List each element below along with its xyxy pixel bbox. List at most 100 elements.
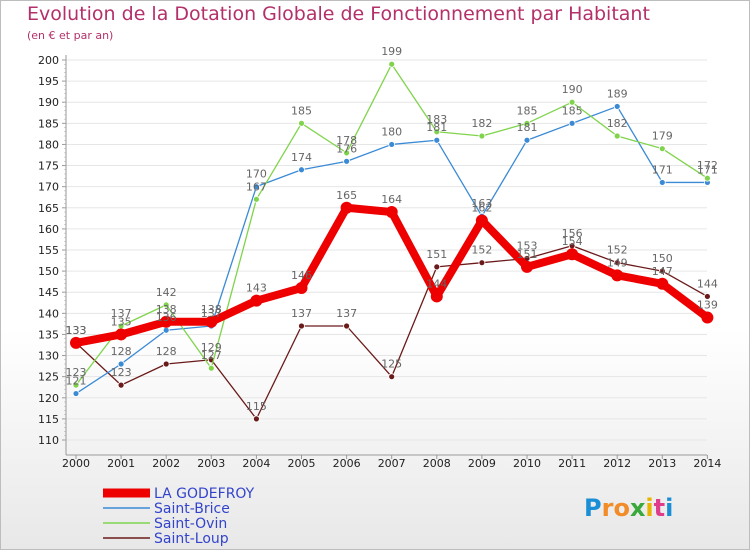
legend-label: Saint-Loup — [154, 531, 229, 547]
data-point-saint-ovin — [343, 149, 351, 157]
data-point-saint-ovin — [478, 132, 486, 140]
data-point-saint-loup — [388, 373, 396, 381]
data-label-saint-ovin: 182 — [607, 117, 628, 130]
y-tick-label: 145 — [38, 286, 59, 299]
y-tick-label: 120 — [38, 392, 59, 405]
x-tick-label: 2001 — [107, 457, 135, 470]
data-label-saint-loup: 128 — [156, 345, 177, 358]
data-point-saint-brice — [117, 360, 125, 368]
x-tick-label: 2009 — [468, 457, 496, 470]
data-label-saint-brice: 121 — [66, 375, 87, 388]
data-label-la-godefroy: 149 — [607, 256, 628, 269]
x-tick-label: 2008 — [423, 457, 451, 470]
legend-label: LA GODEFROY — [154, 486, 255, 502]
x-tick-label: 2000 — [62, 457, 90, 470]
data-point-la-godefroy — [475, 214, 488, 227]
data-point-la-godefroy — [205, 315, 218, 328]
data-point-saint-loup — [478, 259, 486, 267]
brand-letter: i — [665, 494, 673, 522]
data-point-saint-ovin — [658, 145, 666, 153]
data-point-saint-brice — [298, 166, 305, 174]
data-label-saint-loup: 125 — [381, 358, 402, 371]
y-tick-label: 115 — [38, 413, 59, 426]
data-label-saint-brice: 171 — [652, 163, 673, 176]
data-point-saint-loup — [117, 381, 125, 389]
data-point-saint-ovin — [298, 119, 305, 127]
series-group — [70, 60, 714, 423]
data-label-saint-ovin: 142 — [156, 286, 177, 299]
data-point-la-godefroy — [701, 311, 714, 324]
data-label-saint-brice: 181 — [426, 121, 447, 134]
data-label-la-godefroy: 139 — [697, 299, 718, 312]
x-tick-label: 2007 — [378, 457, 406, 470]
data-label-saint-loup: 151 — [426, 248, 447, 261]
chart-subtitle: (en € et par an) — [27, 29, 114, 42]
data-point-saint-brice — [613, 103, 621, 110]
y-tick-label: 160 — [38, 223, 59, 236]
data-label-saint-loup: 129 — [201, 341, 222, 354]
y-tick-label: 180 — [38, 138, 59, 151]
y-tick-label: 175 — [38, 160, 59, 173]
data-label-la-godefroy: 164 — [381, 193, 402, 206]
brand-letter: i — [645, 494, 653, 522]
data-point-saint-ovin — [523, 119, 531, 127]
axes: 1101151201251301351401451501551601651701… — [38, 54, 721, 470]
data-label-saint-ovin: 123 — [66, 366, 87, 379]
data-label-saint-brice: 128 — [111, 345, 132, 358]
brand-letter: P — [584, 494, 602, 522]
x-tick-label: 2005 — [288, 457, 316, 470]
data-label-la-godefroy: 146 — [291, 269, 312, 282]
x-tick-label: 2012 — [603, 457, 631, 470]
data-point-saint-ovin — [207, 364, 215, 372]
data-point-la-godefroy — [340, 201, 353, 214]
series-line-saint-ovin — [75, 63, 709, 386]
data-label-saint-brice: 185 — [562, 104, 583, 117]
data-point-saint-ovin — [252, 195, 260, 203]
data-point-la-godefroy — [160, 315, 173, 328]
data-label-saint-brice: 189 — [607, 87, 628, 100]
y-tick-label: 135 — [38, 328, 59, 341]
chart-title: Evolution de la Dotation Globale de Fonc… — [27, 3, 650, 25]
data-label-saint-ovin: 172 — [697, 159, 718, 172]
data-point-saint-brice — [252, 183, 260, 191]
data-label-saint-ovin: 182 — [471, 117, 492, 130]
data-label-saint-brice: 180 — [381, 125, 402, 138]
data-label-la-godefroy: 133 — [66, 324, 87, 337]
x-tick-label: 2003 — [197, 457, 225, 470]
y-tick-label: 200 — [38, 54, 59, 67]
x-tick-label: 2011 — [558, 457, 586, 470]
y-tick-label: 110 — [38, 434, 59, 447]
data-point-saint-ovin — [704, 174, 711, 182]
data-label-la-godefroy: 151 — [517, 248, 538, 261]
brand-text: Proxiti — [584, 494, 673, 522]
data-point-la-godefroy — [115, 328, 128, 341]
x-tick-label: 2004 — [242, 457, 270, 470]
data-label-la-godefroy: 138 — [156, 303, 177, 316]
data-label-la-godefroy: 135 — [111, 315, 132, 328]
y-tick-label: 170 — [38, 181, 59, 194]
data-label-saint-ovin: 167 — [246, 180, 267, 193]
y-tick-label: 165 — [38, 202, 59, 215]
x-tick-label: 2013 — [648, 457, 676, 470]
data-point-saint-loup — [658, 267, 666, 275]
data-point-saint-ovin — [388, 60, 396, 68]
data-point-saint-loup — [343, 322, 351, 330]
data-label-la-godefroy: 165 — [336, 189, 357, 202]
data-label-saint-loup: 115 — [246, 400, 267, 413]
data-label-saint-loup: 153 — [517, 239, 538, 252]
data-label-saint-loup: 144 — [697, 277, 718, 290]
data-label-la-godefroy: 147 — [652, 265, 673, 278]
data-point-saint-loup — [433, 263, 441, 271]
data-label-saint-loup: 133 — [66, 324, 87, 337]
data-point-la-godefroy — [611, 269, 624, 282]
y-tick-label: 195 — [38, 75, 59, 88]
data-label-saint-ovin: 179 — [652, 130, 673, 143]
data-point-saint-brice — [72, 390, 80, 397]
data-point-la-godefroy — [70, 336, 82, 349]
data-label-saint-ovin: 178 — [336, 134, 357, 147]
y-tick-label: 155 — [38, 244, 59, 257]
data-label-la-godefroy: 162 — [471, 201, 492, 214]
brand-logo: Proxiti — [584, 494, 673, 522]
data-point-la-godefroy — [521, 260, 533, 273]
